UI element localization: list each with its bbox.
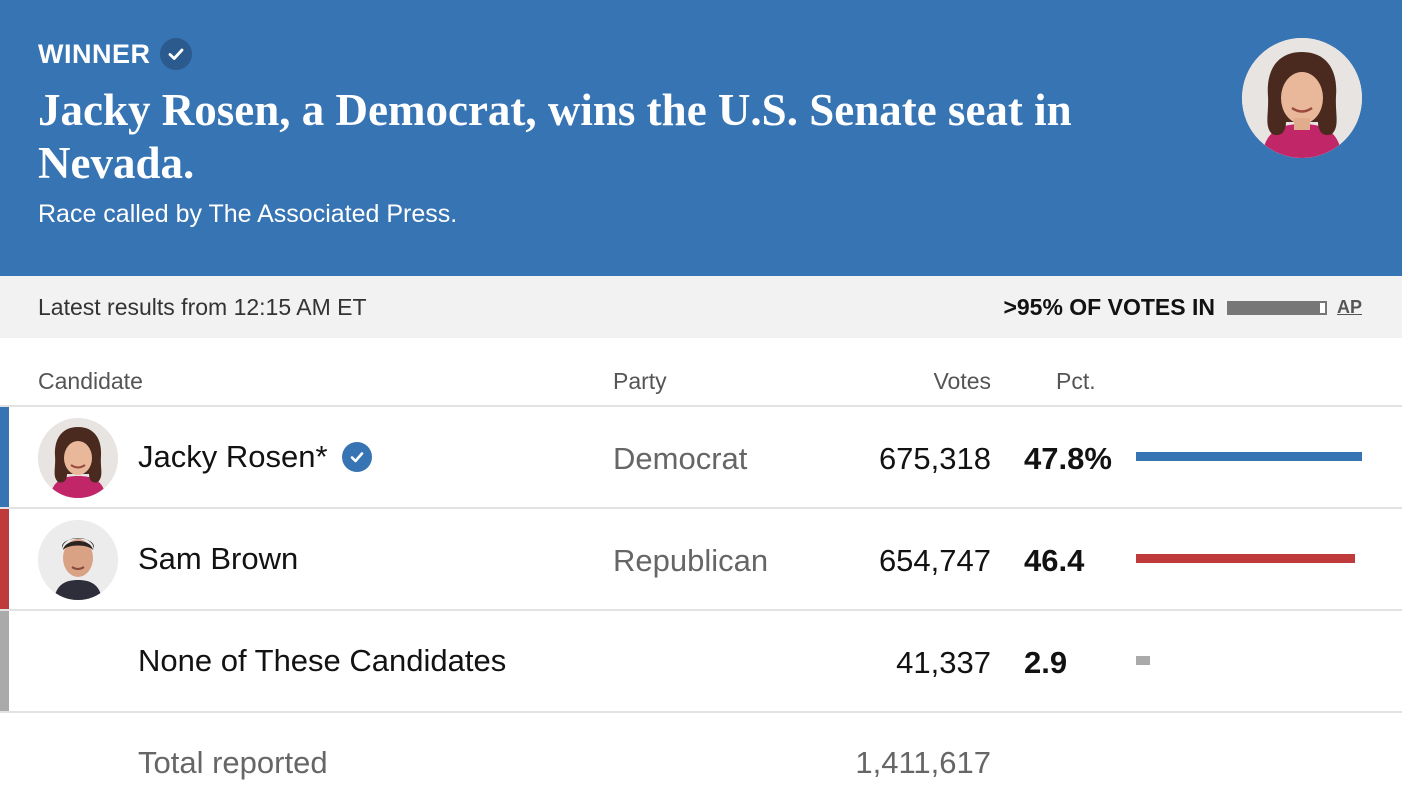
winner-label: WINNER — [38, 38, 151, 69]
candidate-name-text: Sam Brown — [138, 541, 299, 576]
reporting-status: >95% OF VOTES IN AP — [1003, 294, 1362, 321]
total-row: Total reported 1,411,617 — [0, 713, 1402, 801]
ap-source-link[interactable]: AP — [1336, 297, 1362, 317]
candidate-avatar — [38, 520, 118, 600]
votes-in-label: >95% OF VOTES IN — [1003, 294, 1215, 320]
column-pct: Pct. — [1056, 368, 1096, 394]
candidate-votes: 675,318 — [878, 441, 991, 476]
total-votes: 1,411,617 — [855, 745, 991, 780]
candidate-name-text: None of These Candidates — [138, 643, 507, 678]
candidate-name: Sam Brown — [138, 541, 298, 577]
candidate-name: None of These Candidates — [138, 643, 506, 679]
candidate-party: Democrat — [613, 441, 748, 476]
party-color-bar — [0, 407, 9, 507]
status-bar: Latest results from 12:15 AM ET >95% OF … — [0, 276, 1402, 338]
candidate-party: Republican — [613, 543, 769, 578]
winner-avatar — [1242, 38, 1362, 158]
column-party: Party — [613, 368, 667, 394]
race-called-text: Race called by The Associated Press. — [38, 200, 458, 228]
total-label: Total reported — [138, 745, 328, 780]
votes-in-progress — [1226, 300, 1327, 315]
winner-row: WINNER — [38, 38, 192, 70]
candidate-pct: 2.9 — [1024, 645, 1068, 680]
candidate-name: Jacky Rosen* — [138, 439, 372, 475]
winner-check-icon — [341, 442, 372, 472]
candidate-pct: 46.4 — [1024, 543, 1085, 578]
candidate-avatar — [38, 418, 118, 498]
headline: Jacky Rosen, a Democrat, wins the U.S. S… — [38, 85, 1072, 188]
column-votes: Votes — [933, 368, 991, 394]
table-row: Sam Brown Republican 654,747 46.4 — [0, 509, 1402, 611]
table-row: None of These Candidates 41,337 2.9 — [0, 611, 1402, 713]
pct-bar — [1136, 554, 1355, 563]
pct-bar — [1136, 452, 1362, 461]
winner-banner: WINNER Jacky Rosen, a Democrat, wins the… — [0, 0, 1402, 276]
candidate-votes: 41,337 — [896, 645, 991, 680]
candidate-name-text: Jacky Rosen* — [138, 439, 328, 474]
column-candidate: Candidate — [38, 368, 143, 394]
candidate-pct: 47.8% — [1024, 441, 1112, 476]
pct-bar — [1136, 656, 1150, 665]
latest-results-time: Latest results from 12:15 AM ET — [38, 294, 367, 320]
table-header: Candidate Party Votes Pct. — [0, 338, 1402, 407]
party-color-bar — [0, 509, 9, 609]
party-color-bar — [0, 611, 9, 711]
candidate-votes: 654,747 — [878, 543, 991, 578]
check-icon — [159, 38, 192, 70]
table-row: Jacky Rosen* Democrat 675,318 47.8% — [0, 407, 1402, 509]
results-table: Candidate Party Votes Pct. Jacky Rosen* — [0, 338, 1402, 801]
votes-in-progress-fill — [1228, 302, 1321, 313]
